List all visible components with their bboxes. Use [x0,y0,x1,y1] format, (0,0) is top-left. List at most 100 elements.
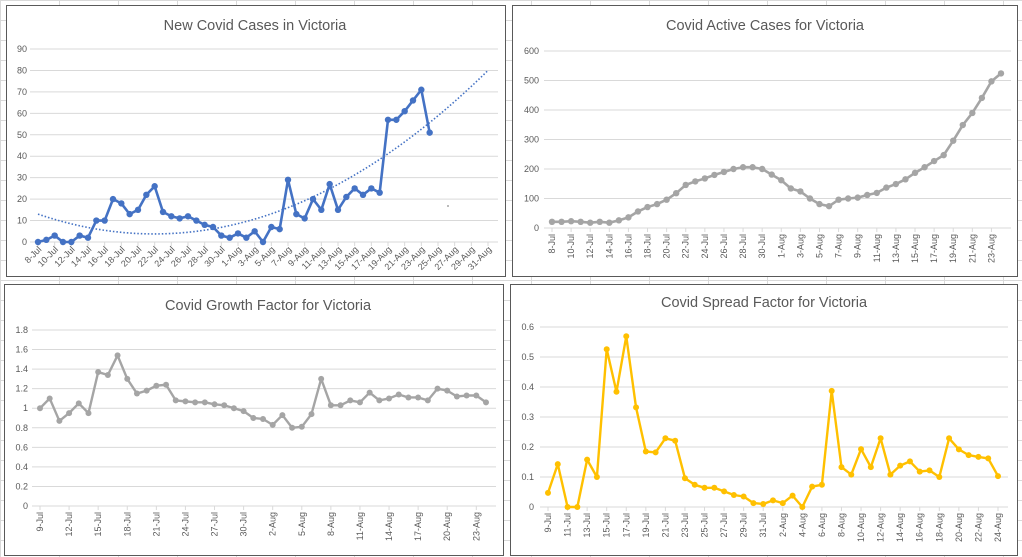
x-tick-label: 15-Jul [93,512,103,537]
data-point [975,453,982,460]
y-tick-label: 0.3 [521,412,534,422]
data-point [625,214,632,221]
new-cases-plot: New Covid Cases in Victoria 0 10 20 30 40 50 60… [17,18,498,272]
data-point [234,230,242,237]
x-tick-label: 20-Jul [662,234,672,259]
data-point [405,394,412,401]
data-point [318,375,325,382]
data-point [768,171,775,178]
data-point [858,446,865,453]
x-tick-label: 4-Aug [797,513,807,537]
data-point [613,388,620,395]
x-tick-label: 18-Aug [934,513,944,542]
data-point [209,223,217,231]
x-tick-label: 29-Jul [739,513,749,538]
data-point [545,489,551,496]
data-point [356,399,363,406]
data-point [159,208,167,216]
x-tick-label: 24-Jul [700,234,710,259]
data-point [43,236,50,244]
data-point [66,410,73,417]
x-tick-label: 15-Jul [602,513,612,538]
data-point [368,185,375,192]
data-point [997,70,1005,77]
x-tick-label: 11-Aug [872,234,882,262]
data-point [799,504,806,510]
x-tick-label: 7-Aug [834,234,844,258]
y-tick-label: 50 [17,130,27,140]
data-point [750,500,757,507]
x-tick-label: 10-Aug [856,513,866,542]
data-point [959,121,966,129]
data-point [134,206,142,214]
data-point [68,238,75,246]
x-tick-label: 9-Aug [853,234,863,258]
data-point [887,471,894,478]
y-tick-label: 600 [524,46,539,56]
data-point [395,391,402,398]
series-line [552,72,1002,224]
data-point [104,371,111,378]
stray-marker [447,205,449,207]
data-point [877,435,884,442]
data-point [623,333,630,340]
data-point [593,474,600,480]
x-tick-label: 22-Jul [681,234,691,259]
y-tick-label: 0 [534,223,539,233]
data-point [37,405,43,412]
x-tick-label: 16-Jul [623,234,633,259]
data-point [51,232,58,239]
y-tick-label: 400 [524,105,539,115]
data-point [298,423,305,430]
y-tick-label: 0.6 [521,322,534,332]
data-point [663,196,670,203]
data-point [940,151,947,159]
data-point [56,417,63,424]
data-point [965,452,972,459]
x-tick-label: 14-Aug [895,513,905,542]
y-tick-label: 80 [17,65,27,75]
data-point [193,217,200,224]
data-point [343,193,350,201]
data-point [758,165,766,173]
data-point [126,210,133,218]
data-point [46,395,53,402]
data-point [101,217,108,224]
data-point [251,228,258,235]
data-point [906,458,913,465]
x-tick-label: 23-Jul [680,513,690,538]
data-point [911,169,919,177]
x-tick-label: 30-Jul [757,234,767,259]
data-point [652,449,659,456]
y-tick-label: 500 [524,76,539,86]
data-point [554,461,561,468]
data-point [711,171,718,179]
data-point [749,164,756,171]
chart-title: Covid Active Cases for Victoria [666,18,865,34]
data-point [250,415,257,421]
active-cases-plot: Covid Active Cases for Victoria 0 100 200 30… [524,18,1011,263]
data-point [184,213,192,220]
data-point [633,404,640,411]
data-point [327,402,334,409]
x-tick-label: 6-Aug [817,513,827,537]
data-point [393,116,400,123]
data-point [279,412,286,419]
data-point [201,399,208,406]
spread-factor-chart[interactable] [510,284,1018,556]
x-tick-label: 15-Aug [910,234,920,263]
data-point [293,210,300,218]
data-point [434,385,441,392]
x-tick-label: 27-Jul [719,513,729,538]
data-point [59,238,67,246]
y-tick-label: 70 [17,87,27,97]
data-point [838,464,845,471]
y-tick-label: 10 [17,216,27,226]
data-point [721,488,728,495]
x-tick-label: 12-Jul [585,234,595,259]
x-tick-label: 21-Aug [967,234,977,263]
data-point [883,184,890,191]
x-tick-label: 10-Jul [566,234,576,259]
data-point [483,399,489,406]
data-point [969,109,976,117]
